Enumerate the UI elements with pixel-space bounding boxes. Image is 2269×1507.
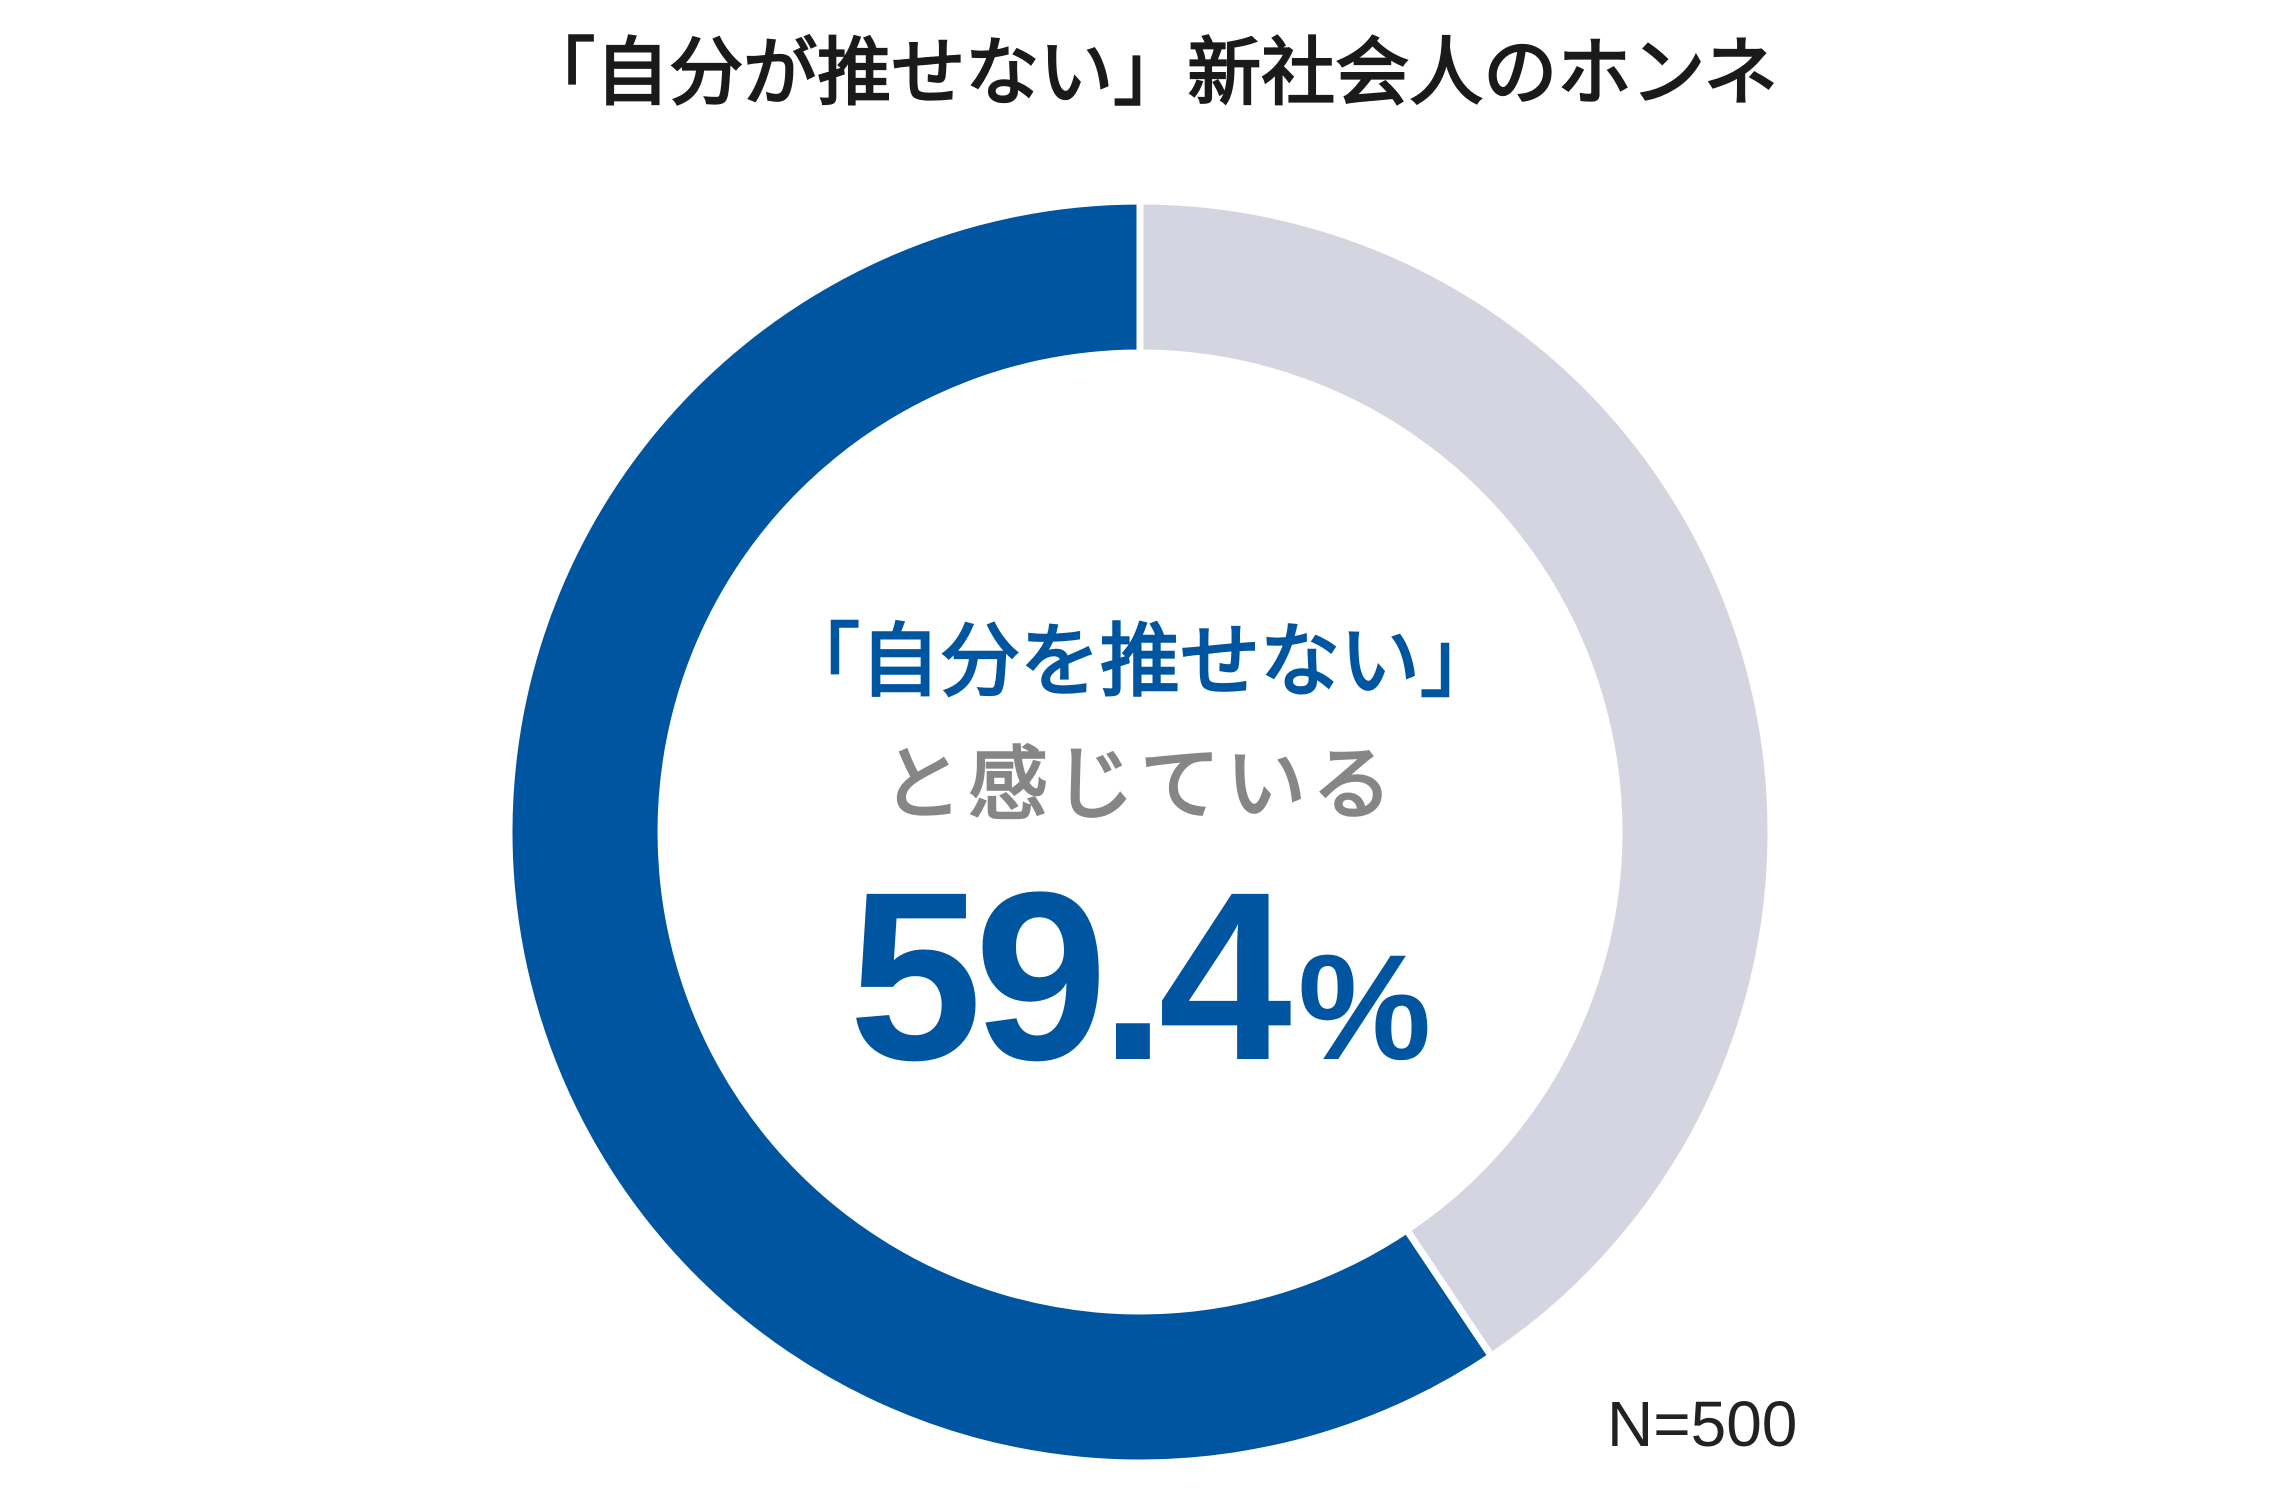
chart-title: 「自分が推せない」新社会人のホンネ <box>521 30 1778 116</box>
center-value-unit: % <box>1297 923 1432 1091</box>
donut-slice-primary <box>505 197 1497 1467</box>
sample-size-note: N=500 <box>1607 1388 1798 1460</box>
center-label-line1: 「自分を推せない」 <box>780 615 1500 708</box>
donut-slice-secondary <box>1136 197 1775 1361</box>
center-value-number: 59.4 <box>848 842 1292 1110</box>
center-label-line2: と感じている <box>882 738 1398 831</box>
donut-slices <box>505 197 1775 1467</box>
center-value-label: 59.4% <box>640 856 1640 1096</box>
